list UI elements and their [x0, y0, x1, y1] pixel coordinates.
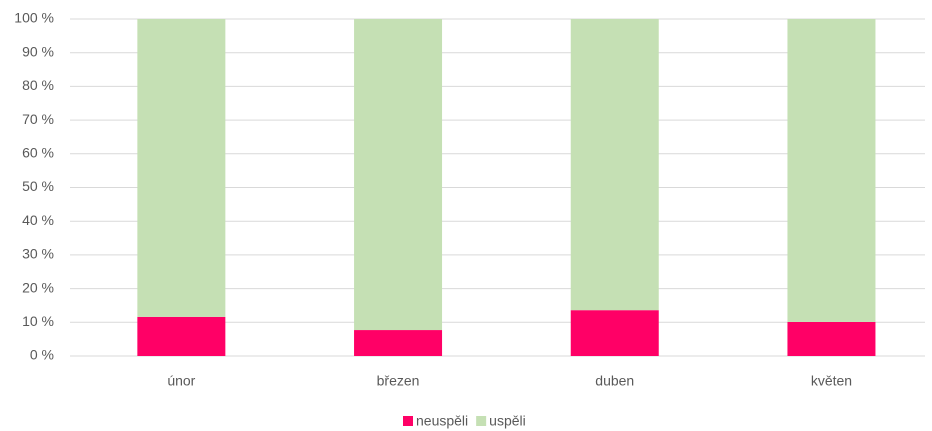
x-tick-label: březen	[377, 373, 420, 389]
y-tick-label: 50 %	[22, 178, 54, 194]
bar-segment	[787, 321, 876, 356]
bar-segment	[787, 19, 876, 322]
x-tick-label: duben	[595, 373, 634, 389]
bar-segment	[137, 316, 226, 356]
bar-segment	[137, 19, 226, 317]
legend-label: uspěli	[489, 413, 526, 429]
y-tick-label: 80 %	[22, 77, 54, 93]
bar-segment	[354, 19, 443, 331]
legend-swatch	[403, 416, 413, 426]
y-tick-label: 60 %	[22, 145, 54, 161]
y-tick-label: 40 %	[22, 212, 54, 228]
y-tick-label: 20 %	[22, 279, 54, 295]
legend-swatch	[476, 416, 487, 426]
bar-segment	[570, 310, 659, 356]
y-tick-label: 30 %	[22, 246, 54, 262]
legend-label: neuspěli	[416, 413, 468, 429]
y-tick-label: 90 %	[22, 43, 54, 59]
y-tick-label: 10 %	[22, 313, 54, 329]
y-tick-label: 100 %	[14, 10, 54, 26]
x-tick-label: květen	[811, 373, 852, 389]
bar-segment	[570, 19, 659, 311]
y-tick-label: 70 %	[22, 111, 54, 127]
x-tick-label: únor	[167, 373, 195, 389]
y-tick-label: 0 %	[30, 347, 54, 363]
bar-segment	[354, 330, 443, 356]
